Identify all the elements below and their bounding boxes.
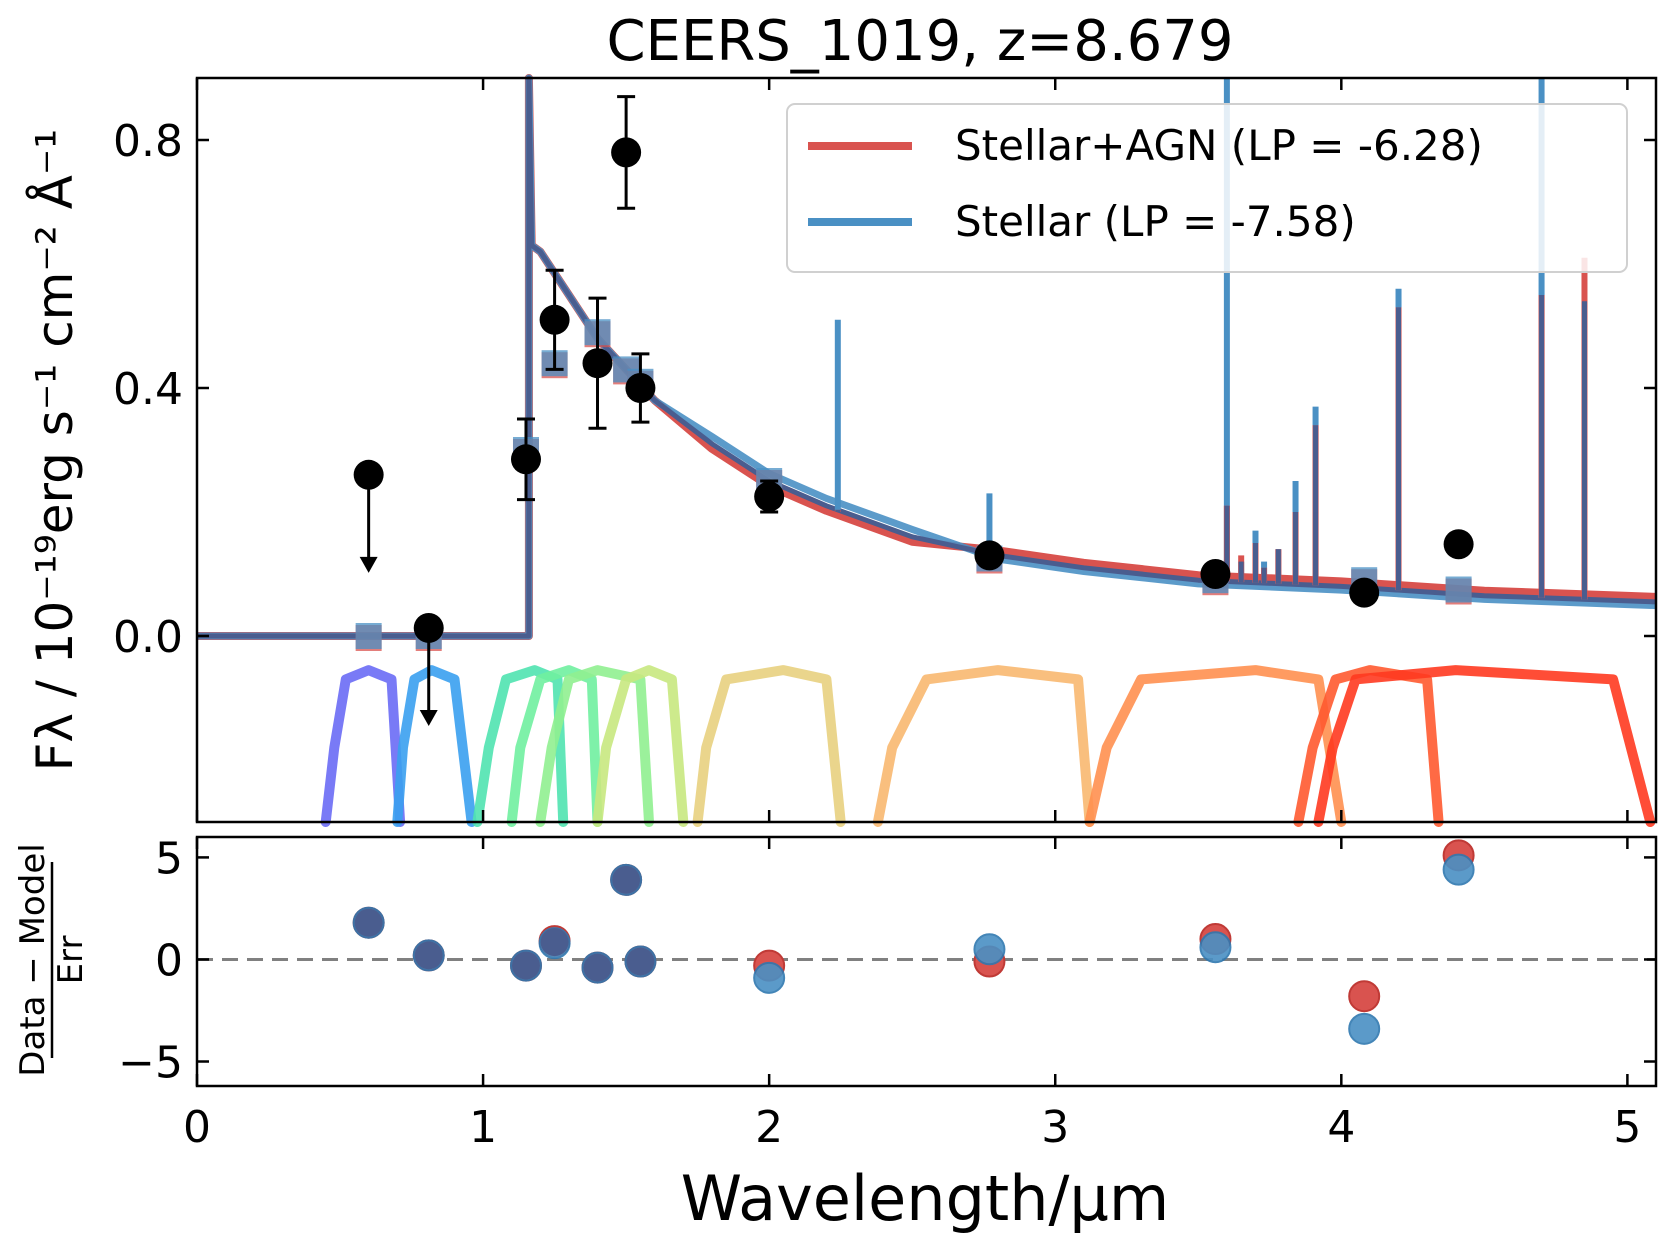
residual-stellar-9 [1199,931,1232,964]
x-axis-label: Wavelength/μm [681,1162,1170,1235]
observed-point-7 [754,481,785,512]
observed-point-8 [974,540,1005,571]
observed-point-3 [539,304,570,335]
photometry-points [353,95,1474,727]
observed-point-11 [1443,529,1474,560]
residual-stellar-agn-10 [1348,980,1381,1013]
filter-curve-3 [506,665,603,827]
observed-point-9 [1200,559,1231,589]
observed-point-2 [510,444,541,475]
y-axis-label-bottom: Data − Model Err [13,843,91,1076]
observed-point-5 [611,137,642,168]
residual-stellar-7 [753,961,786,994]
observed-point-6 [625,373,656,403]
legend-box [786,103,1628,273]
residual-overlap-3 [540,928,569,957]
filter-curve-7 [872,665,1095,827]
residual-stellar-8 [973,933,1006,966]
filter-curve-10 [1313,665,1656,827]
residual-overlap-4 [583,953,612,982]
residual-overlap-6 [626,947,655,976]
sed-model-spectra [197,74,1657,640]
residual-stellar-10 [1348,1012,1381,1045]
filter-curve-8 [1084,665,1347,827]
residual-overlap-0 [354,908,383,937]
upper-limit-arrow-head-1 [419,710,438,727]
residual-label-numerator: Data − Model [13,843,53,1076]
xtick-label-5: 5 [1613,1102,1641,1153]
xtick-label-2: 2 [755,1102,783,1153]
residual-points [197,839,1656,1045]
filter-curve-4 [535,665,654,827]
upper-limit-arrow-head-0 [359,556,378,573]
xtick-label-0: 0 [183,1102,211,1153]
bottom-ytick-label-2: 5 [155,833,183,884]
residual-overlap-2 [511,951,540,980]
observed-point-1 [413,612,444,643]
xtick-label-1: 1 [469,1102,497,1153]
filter-curve-1 [392,665,477,827]
residual-stellar-11 [1442,853,1475,886]
top-ytick-label-2: 0.8 [113,116,183,167]
filter-curve-5 [592,665,689,827]
x-axis: 0 1 2 3 4 5 [183,837,1641,1153]
bottom-ytick-label-0: −5 [118,1038,183,1089]
top-x-ticks [195,78,1629,822]
sed-main-panel: Stellar+AGN (LP = -6.28) Stellar (LP = -… [113,74,1658,827]
bottom-ytick-label-1: 0 [155,935,183,986]
xtick-label-4: 4 [1327,1102,1355,1153]
residual-label-denominator: Err [51,936,91,985]
legend-label-stellar: Stellar (LP = -7.58) [955,197,1356,246]
legend: Stellar+AGN (LP = -6.28) Stellar (LP = -… [786,103,1628,273]
observed-point-10 [1349,577,1380,608]
filter-curves [320,665,1656,827]
legend-label-stellar-agn: Stellar+AGN (LP = -6.28) [955,121,1483,170]
filter-curve-0 [320,665,406,827]
top-ytick-label-1: 0.4 [113,364,183,415]
overlap-continuum [197,75,1657,639]
top-ytick-label-0: 0.0 [113,612,183,663]
main-plot-frame [195,76,1658,824]
residual-overlap-1 [414,941,443,970]
observed-point-4 [582,348,613,379]
model-photometry-stellar-0 [355,623,382,649]
model-photometry-stellar-11 [1445,576,1472,603]
filter-curve-6 [692,665,846,827]
xtick-label-3: 3 [1041,1102,1069,1153]
y-axis-label-top: Fλ / 10⁻¹⁹erg s⁻¹ cm⁻² Å⁻¹ [26,129,84,772]
chart-title: CEERS_1019, z=8.679 [606,9,1233,74]
residual-plot-frame [195,835,1658,1088]
top-y-axis: 0.0 0.4 0.8 [113,116,1656,663]
observed-point-0 [353,459,384,490]
residual-overlap-5 [612,865,641,894]
bottom-y-axis: −5 0 5 [118,833,1656,1089]
filter-curve-9 [1293,665,1444,827]
